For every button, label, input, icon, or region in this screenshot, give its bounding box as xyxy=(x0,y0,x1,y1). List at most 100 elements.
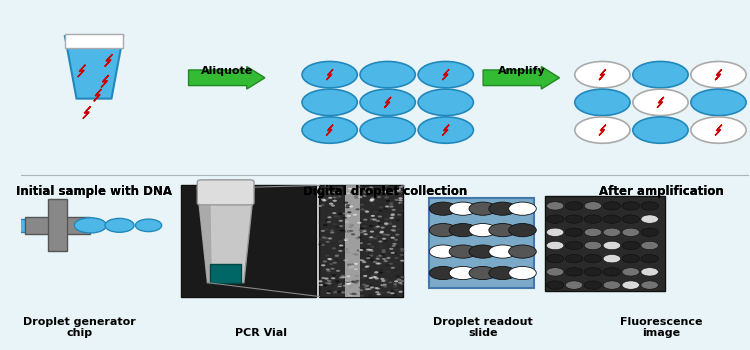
Circle shape xyxy=(349,226,353,228)
Circle shape xyxy=(469,266,496,280)
Circle shape xyxy=(388,222,393,224)
Circle shape xyxy=(360,249,364,251)
Polygon shape xyxy=(197,187,211,283)
Circle shape xyxy=(346,230,351,232)
Circle shape xyxy=(383,240,388,242)
Circle shape xyxy=(324,229,328,231)
Circle shape xyxy=(367,256,371,258)
Circle shape xyxy=(328,197,332,199)
Circle shape xyxy=(344,248,349,250)
Circle shape xyxy=(346,283,350,285)
Circle shape xyxy=(547,254,564,263)
Circle shape xyxy=(566,241,583,250)
Circle shape xyxy=(338,187,342,189)
Circle shape xyxy=(340,210,345,212)
Circle shape xyxy=(338,283,342,285)
Circle shape xyxy=(392,209,396,211)
Circle shape xyxy=(388,260,393,262)
Circle shape xyxy=(390,290,394,293)
Circle shape xyxy=(368,238,373,240)
Circle shape xyxy=(574,89,630,116)
Circle shape xyxy=(393,283,398,285)
Circle shape xyxy=(382,233,387,236)
Circle shape xyxy=(360,230,364,232)
Circle shape xyxy=(641,281,658,289)
Circle shape xyxy=(367,251,371,253)
Circle shape xyxy=(398,282,403,284)
Circle shape xyxy=(379,206,383,208)
Circle shape xyxy=(329,203,333,205)
Circle shape xyxy=(364,210,368,212)
Circle shape xyxy=(380,292,384,294)
Circle shape xyxy=(368,193,372,195)
Circle shape xyxy=(378,210,382,212)
Circle shape xyxy=(392,225,396,228)
Circle shape xyxy=(622,268,640,276)
Circle shape xyxy=(345,206,350,208)
Circle shape xyxy=(332,212,337,214)
Circle shape xyxy=(334,290,338,293)
Circle shape xyxy=(358,186,362,188)
Circle shape xyxy=(384,184,388,187)
Circle shape xyxy=(392,230,396,232)
Circle shape xyxy=(622,228,640,237)
Circle shape xyxy=(364,188,368,190)
Text: PCR Vial: PCR Vial xyxy=(236,328,287,338)
Circle shape xyxy=(364,266,369,268)
Circle shape xyxy=(509,266,536,280)
Circle shape xyxy=(345,221,350,223)
Circle shape xyxy=(358,196,362,198)
Circle shape xyxy=(603,215,620,223)
Circle shape xyxy=(398,214,401,216)
Circle shape xyxy=(400,280,404,282)
Circle shape xyxy=(376,286,381,288)
Circle shape xyxy=(365,211,369,213)
Circle shape xyxy=(343,212,346,215)
Circle shape xyxy=(386,271,390,273)
Circle shape xyxy=(376,293,381,295)
Circle shape xyxy=(321,230,325,232)
Circle shape xyxy=(362,261,367,263)
Circle shape xyxy=(358,236,362,238)
Circle shape xyxy=(348,294,352,296)
Circle shape xyxy=(691,117,746,143)
Circle shape xyxy=(397,188,401,190)
Circle shape xyxy=(320,189,324,191)
Polygon shape xyxy=(78,65,86,77)
Circle shape xyxy=(352,214,357,216)
Circle shape xyxy=(319,194,323,196)
Circle shape xyxy=(386,264,390,266)
Circle shape xyxy=(338,240,343,242)
Circle shape xyxy=(390,214,394,216)
Circle shape xyxy=(603,268,620,276)
Polygon shape xyxy=(599,125,606,135)
Circle shape xyxy=(566,228,583,237)
Circle shape xyxy=(344,238,349,240)
Circle shape xyxy=(348,188,352,190)
Circle shape xyxy=(319,284,323,286)
Polygon shape xyxy=(716,125,722,135)
Circle shape xyxy=(327,258,332,260)
Circle shape xyxy=(338,220,343,222)
Circle shape xyxy=(369,187,374,189)
Circle shape xyxy=(391,237,394,239)
Circle shape xyxy=(337,282,341,284)
Polygon shape xyxy=(442,69,449,80)
Circle shape xyxy=(374,273,377,275)
Circle shape xyxy=(374,271,379,273)
Circle shape xyxy=(691,62,746,88)
Circle shape xyxy=(375,291,380,293)
Circle shape xyxy=(331,205,335,207)
Circle shape xyxy=(394,289,399,291)
Circle shape xyxy=(584,228,602,237)
Circle shape xyxy=(324,237,328,239)
Circle shape xyxy=(547,202,564,210)
Circle shape xyxy=(377,222,382,224)
Circle shape xyxy=(384,222,388,224)
Circle shape xyxy=(362,189,367,190)
Circle shape xyxy=(338,287,342,289)
Circle shape xyxy=(354,263,358,265)
Circle shape xyxy=(376,262,380,265)
Circle shape xyxy=(374,278,379,280)
Circle shape xyxy=(368,276,373,279)
